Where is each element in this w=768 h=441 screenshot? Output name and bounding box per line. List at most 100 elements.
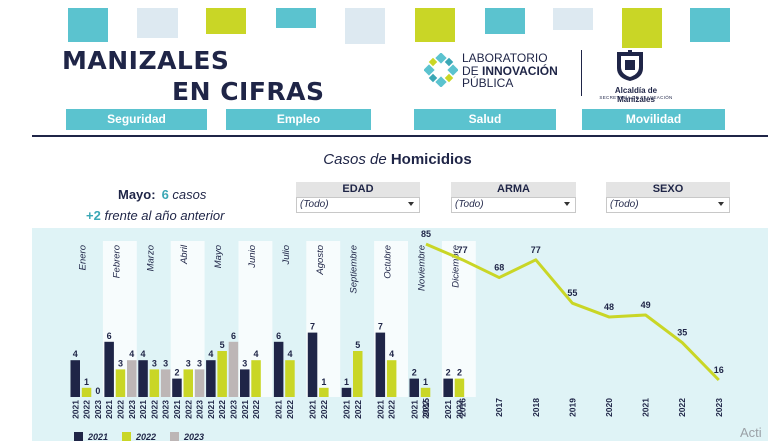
bar-2021 (307, 332, 318, 397)
bar-2021 (273, 341, 284, 397)
month-label: Octubre (383, 245, 394, 279)
alcaldia-name: Alcaldía de Manizales (614, 86, 658, 104)
line-value-label: 77 (531, 245, 541, 255)
logo-divider (581, 50, 582, 96)
month-label: Febrero (111, 245, 122, 278)
chevron-down-icon (408, 202, 414, 206)
line-value-label: 35 (677, 328, 687, 338)
line-year-label: 2018 (531, 398, 541, 417)
bar-2022 (454, 378, 465, 397)
bar-year-label: 2021 (240, 400, 250, 419)
nav-button-empleo[interactable]: Empleo (226, 109, 371, 130)
bar-year-label: 2022 (387, 400, 397, 419)
bar-value-label: 4 (73, 349, 78, 359)
bar-value-label: 5 (355, 340, 360, 350)
bar-year-label: 2021 (274, 400, 284, 419)
line-value-label: 85 (421, 229, 431, 239)
bar-value-label: 6 (231, 331, 236, 341)
bar-year-label: 2022 (251, 400, 261, 419)
bar-value-label: 4 (129, 349, 134, 359)
bar-year-label: 2022 (82, 400, 92, 419)
nav-button-movilidad[interactable]: Movilidad (582, 109, 725, 130)
month-label: Abril (179, 244, 190, 265)
bar-year-label: 2022 (115, 400, 125, 419)
line-year-label: 2020 (604, 398, 614, 417)
chevron-down-icon (564, 202, 570, 206)
line-year-label: 2017 (494, 398, 504, 417)
filter-select-arma[interactable]: (Todo) (451, 197, 576, 213)
bar-value-label: 7 (378, 322, 383, 332)
kpi-month: Mayo: 6 casos (118, 187, 207, 202)
line-value-label: 49 (641, 300, 651, 310)
bar-2022 (149, 369, 160, 397)
bar-2022 (183, 369, 193, 397)
bar-2021 (138, 360, 148, 397)
bar-value-label: 3 (186, 358, 191, 368)
bar-2022 (386, 360, 397, 397)
bar-year-label: 2021 (443, 400, 453, 419)
month-band (441, 241, 476, 397)
filter-select-edad[interactable]: (Todo) (296, 197, 420, 213)
nav-button-salud[interactable]: Salud (414, 109, 556, 130)
bar-value-label: 1 (321, 377, 326, 387)
deco-square (276, 8, 316, 28)
month-label: Agosto (315, 245, 326, 276)
bar-value-label: 4 (254, 349, 259, 359)
legend-label: 2023 (183, 432, 204, 441)
deco-square (553, 8, 593, 30)
bar-2021 (70, 360, 80, 397)
bar-value-label: 2 (446, 368, 451, 378)
deco-square (137, 8, 178, 38)
bar-2021 (206, 360, 216, 397)
line-year-label: 2021 (641, 398, 651, 417)
legend-label: 2021 (87, 432, 108, 441)
bar-2023 (127, 360, 137, 397)
line-year-label: 2015 (421, 398, 431, 417)
deco-square (415, 8, 455, 42)
bar-year-label: 2023 (228, 400, 238, 419)
lab-innovacion-logo-icon (424, 53, 458, 87)
bar-year-label: 2022 (353, 400, 363, 419)
bar-2023 (194, 369, 205, 397)
bar-value-label: 1 (84, 377, 89, 387)
bar-year-label: 2022 (183, 400, 193, 419)
page-title-line1: MANIZALES (62, 46, 230, 75)
month-label: Noviembre (416, 245, 427, 291)
bar-value-label: 2 (412, 368, 417, 378)
line-year-label: 2016 (458, 398, 468, 417)
bar-2021 (375, 332, 386, 397)
legend-swatch-2021 (74, 432, 83, 441)
bar-year-label: 2023 (161, 400, 171, 419)
bar-2021 (104, 341, 114, 397)
bar-year-label: 2022 (319, 400, 329, 419)
bar-2022 (420, 387, 431, 397)
bar-year-label: 2021 (409, 400, 419, 419)
bar-value-label: 3 (152, 358, 157, 368)
bar-value-label: 7 (310, 322, 315, 332)
bar-2022 (115, 369, 126, 397)
bar-value-label: 5 (220, 340, 225, 350)
month-label: Diciembre (450, 245, 461, 288)
month-label: Marzo (145, 245, 156, 271)
bar-year-label: 2022 (285, 400, 295, 419)
bar-value-label: 4 (287, 349, 292, 359)
month-label: Mayo (213, 245, 224, 268)
bar-year-label: 2022 (149, 400, 159, 419)
bar-value-label: 1 (344, 377, 349, 387)
bar-2022 (81, 387, 92, 397)
line-value-label: 68 (494, 263, 504, 273)
bar-value-label: 4 (141, 349, 146, 359)
bar-value-label: 3 (163, 358, 168, 368)
bar-value-label: 0 (95, 386, 100, 396)
header-divider (32, 135, 768, 137)
legend-label: 2022 (135, 432, 156, 441)
bar-year-label: 2021 (104, 400, 114, 419)
nav-button-seguridad[interactable]: Seguridad (66, 109, 207, 130)
bar-year-label: 2021 (138, 400, 148, 419)
bar-2022 (217, 351, 227, 397)
chart-subtitle: Casos de Homicidios (323, 151, 472, 168)
filter-select-sexo[interactable]: (Todo) (606, 197, 730, 213)
bar-year-label: 2023 (93, 400, 103, 419)
filter-label-arma: ARMA (451, 182, 576, 197)
